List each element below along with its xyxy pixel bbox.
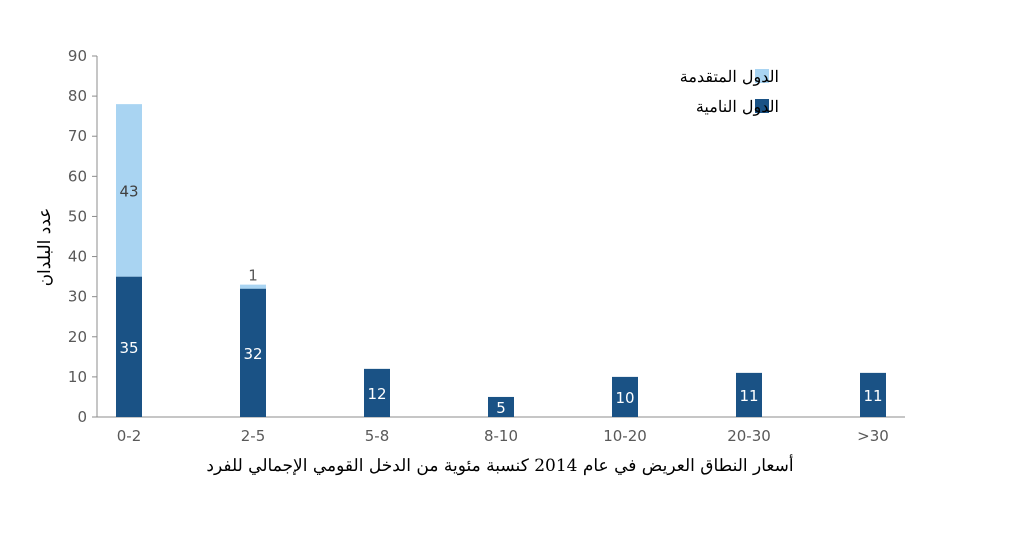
y-tick-label: 70	[68, 127, 87, 145]
y-tick-label: 40	[68, 248, 87, 266]
x-tick-label: 0-2	[117, 427, 142, 445]
bars	[116, 104, 886, 417]
y-tick-label: 10	[68, 368, 87, 386]
data-label: 43	[119, 182, 138, 200]
y-axis: 0 10 20 30 40 50 60 70 80 90	[68, 47, 98, 426]
data-label: 12	[367, 385, 386, 403]
y-tick-label: 0	[77, 408, 87, 426]
x-tick-label: 5-8	[365, 427, 390, 445]
x-axis: 0-2 2-5 5-8 8-10 10-20 20-30 >30	[97, 416, 905, 445]
legend-swatch	[755, 99, 769, 113]
legend-swatch	[755, 69, 769, 83]
bar-segment	[240, 288, 266, 417]
legend: الدول المتقدمة الدول النامية	[680, 67, 779, 116]
data-label: 1	[248, 267, 258, 285]
data-label: 32	[243, 345, 262, 363]
bar-segment	[240, 284, 266, 289]
y-tick-label: 50	[68, 207, 87, 225]
y-tick-label: 30	[68, 288, 87, 306]
y-tick-label: 20	[68, 328, 87, 346]
x-tick-label: 20-30	[727, 427, 771, 445]
bar-segment	[860, 372, 886, 417]
y-tick-label: 80	[68, 87, 87, 105]
y-axis-title: عدد البلدان	[35, 208, 55, 287]
bar-segment	[736, 372, 762, 417]
x-tick-label: 2-5	[241, 427, 266, 445]
y-tick-label: 90	[68, 47, 87, 65]
x-axis-title: أسعار النطاق العريض في عام 2014 كنسبة مئ…	[206, 454, 793, 476]
legend-label: الدول النامية	[696, 97, 779, 116]
x-tick-label: >30	[857, 427, 889, 445]
x-tick-label: 8-10	[484, 427, 518, 445]
data-label: 5	[496, 399, 506, 417]
data-label: 11	[739, 387, 758, 405]
data-label: 35	[119, 339, 138, 357]
data-label: 10	[615, 389, 634, 407]
bar-segment	[488, 396, 514, 417]
legend-label: الدول المتقدمة	[680, 67, 779, 86]
bar-segment	[116, 104, 142, 277]
bar-segment	[364, 368, 390, 417]
x-tick-label: 10-20	[603, 427, 647, 445]
bar-labels: 35 43 32 1 12 5 10 11 11	[119, 182, 882, 417]
data-label: 11	[863, 387, 882, 405]
y-tick-label: 60	[68, 167, 87, 185]
bar-segment	[116, 276, 142, 417]
bar-segment	[612, 376, 638, 417]
